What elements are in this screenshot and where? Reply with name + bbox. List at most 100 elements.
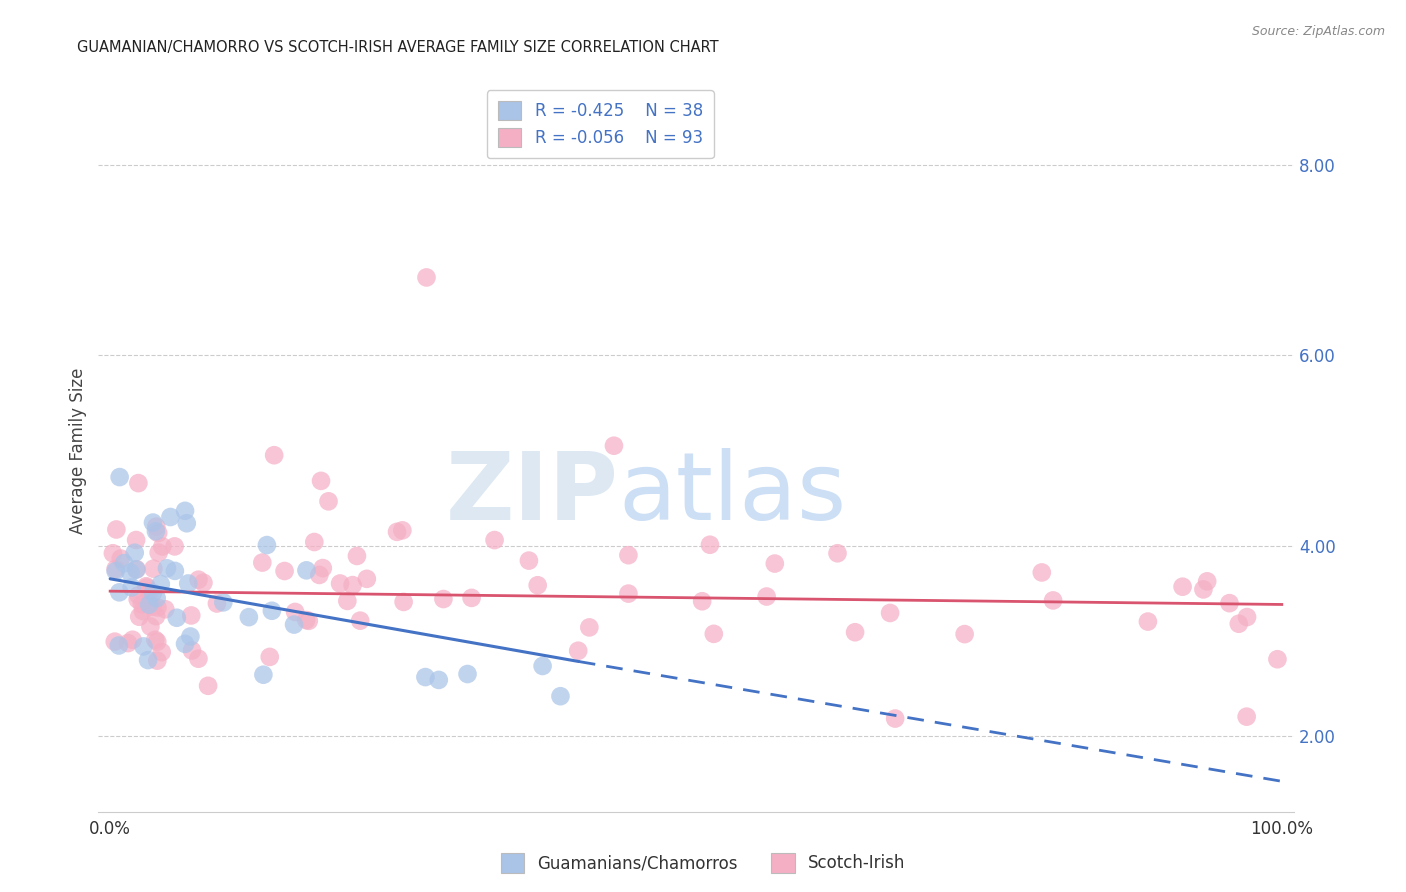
Point	[174, 637, 197, 651]
Point	[105, 523, 128, 537]
Point	[159, 510, 181, 524]
Point	[427, 673, 450, 687]
Point	[108, 470, 131, 484]
Point	[1236, 610, 1258, 624]
Point	[146, 634, 169, 648]
Point	[312, 561, 335, 575]
Point	[392, 595, 415, 609]
Point	[104, 562, 127, 576]
Point	[415, 670, 437, 684]
Point	[252, 667, 274, 681]
Point	[108, 639, 131, 653]
Point	[145, 591, 167, 606]
Point	[142, 599, 165, 614]
Text: ZIP: ZIP	[446, 448, 619, 540]
Point	[763, 557, 786, 571]
Point	[104, 564, 127, 578]
Point	[138, 584, 160, 599]
Point	[567, 644, 589, 658]
Point	[1136, 615, 1159, 629]
Point	[135, 579, 157, 593]
Point	[145, 524, 167, 539]
Point	[187, 651, 209, 665]
Point	[309, 474, 332, 488]
Point	[142, 586, 165, 600]
Point	[1197, 574, 1219, 589]
Point	[155, 602, 177, 616]
Point	[104, 634, 127, 648]
Point	[174, 504, 197, 518]
Point	[150, 645, 173, 659]
Point	[197, 679, 219, 693]
Point	[1042, 593, 1064, 607]
Point	[603, 439, 626, 453]
Point	[295, 613, 318, 627]
Point	[879, 606, 901, 620]
Text: GUAMANIAN/CHAMORRO VS SCOTCH-IRISH AVERAGE FAMILY SIZE CORRELATION CHART: GUAMANIAN/CHAMORRO VS SCOTCH-IRISH AVERA…	[77, 40, 718, 55]
Point	[304, 535, 326, 549]
Legend: R = -0.425    N = 38, R = -0.056    N = 93: R = -0.425 N = 38, R = -0.056 N = 93	[486, 90, 714, 158]
Point	[205, 597, 228, 611]
Point	[1227, 616, 1250, 631]
Point	[336, 594, 359, 608]
Point	[457, 667, 479, 681]
Point	[181, 643, 204, 657]
Point	[163, 540, 186, 554]
Point	[252, 556, 274, 570]
Point	[127, 592, 149, 607]
Point	[260, 604, 283, 618]
Point	[136, 653, 159, 667]
Point	[120, 566, 142, 580]
Point	[131, 598, 153, 612]
Point	[121, 581, 143, 595]
Point	[844, 625, 866, 640]
Point	[145, 519, 167, 533]
Point	[146, 654, 169, 668]
Point	[138, 598, 160, 612]
Point	[110, 551, 132, 566]
Point	[1031, 566, 1053, 580]
Point	[531, 659, 554, 673]
Point	[827, 546, 849, 560]
Point	[238, 610, 260, 624]
Point	[617, 548, 640, 562]
Point	[108, 585, 131, 599]
Point	[953, 627, 976, 641]
Point	[180, 608, 202, 623]
Point	[256, 538, 278, 552]
Point	[432, 592, 454, 607]
Point	[578, 620, 600, 634]
Point	[517, 553, 540, 567]
Point	[176, 516, 198, 531]
Point	[550, 690, 572, 704]
Point	[884, 712, 907, 726]
Point	[127, 476, 149, 491]
Point	[166, 611, 188, 625]
Point	[128, 588, 150, 602]
Text: atlas: atlas	[619, 448, 846, 540]
Point	[298, 614, 321, 628]
Point	[125, 562, 148, 576]
Point	[142, 561, 165, 575]
Point	[329, 576, 352, 591]
Point	[143, 632, 166, 647]
Point	[703, 627, 725, 641]
Point	[179, 630, 201, 644]
Point	[145, 609, 167, 624]
Point	[484, 533, 506, 547]
Point	[132, 640, 155, 654]
Point	[346, 549, 368, 563]
Point	[259, 649, 281, 664]
Point	[125, 563, 148, 577]
Point	[1218, 596, 1240, 610]
Point	[142, 516, 165, 530]
Point	[125, 533, 148, 547]
Point	[1236, 709, 1258, 723]
Point	[308, 568, 330, 582]
Point	[1192, 582, 1215, 597]
Point	[139, 619, 162, 633]
Point	[135, 581, 157, 595]
Point	[149, 577, 172, 591]
Point	[148, 546, 170, 560]
Point	[283, 617, 305, 632]
